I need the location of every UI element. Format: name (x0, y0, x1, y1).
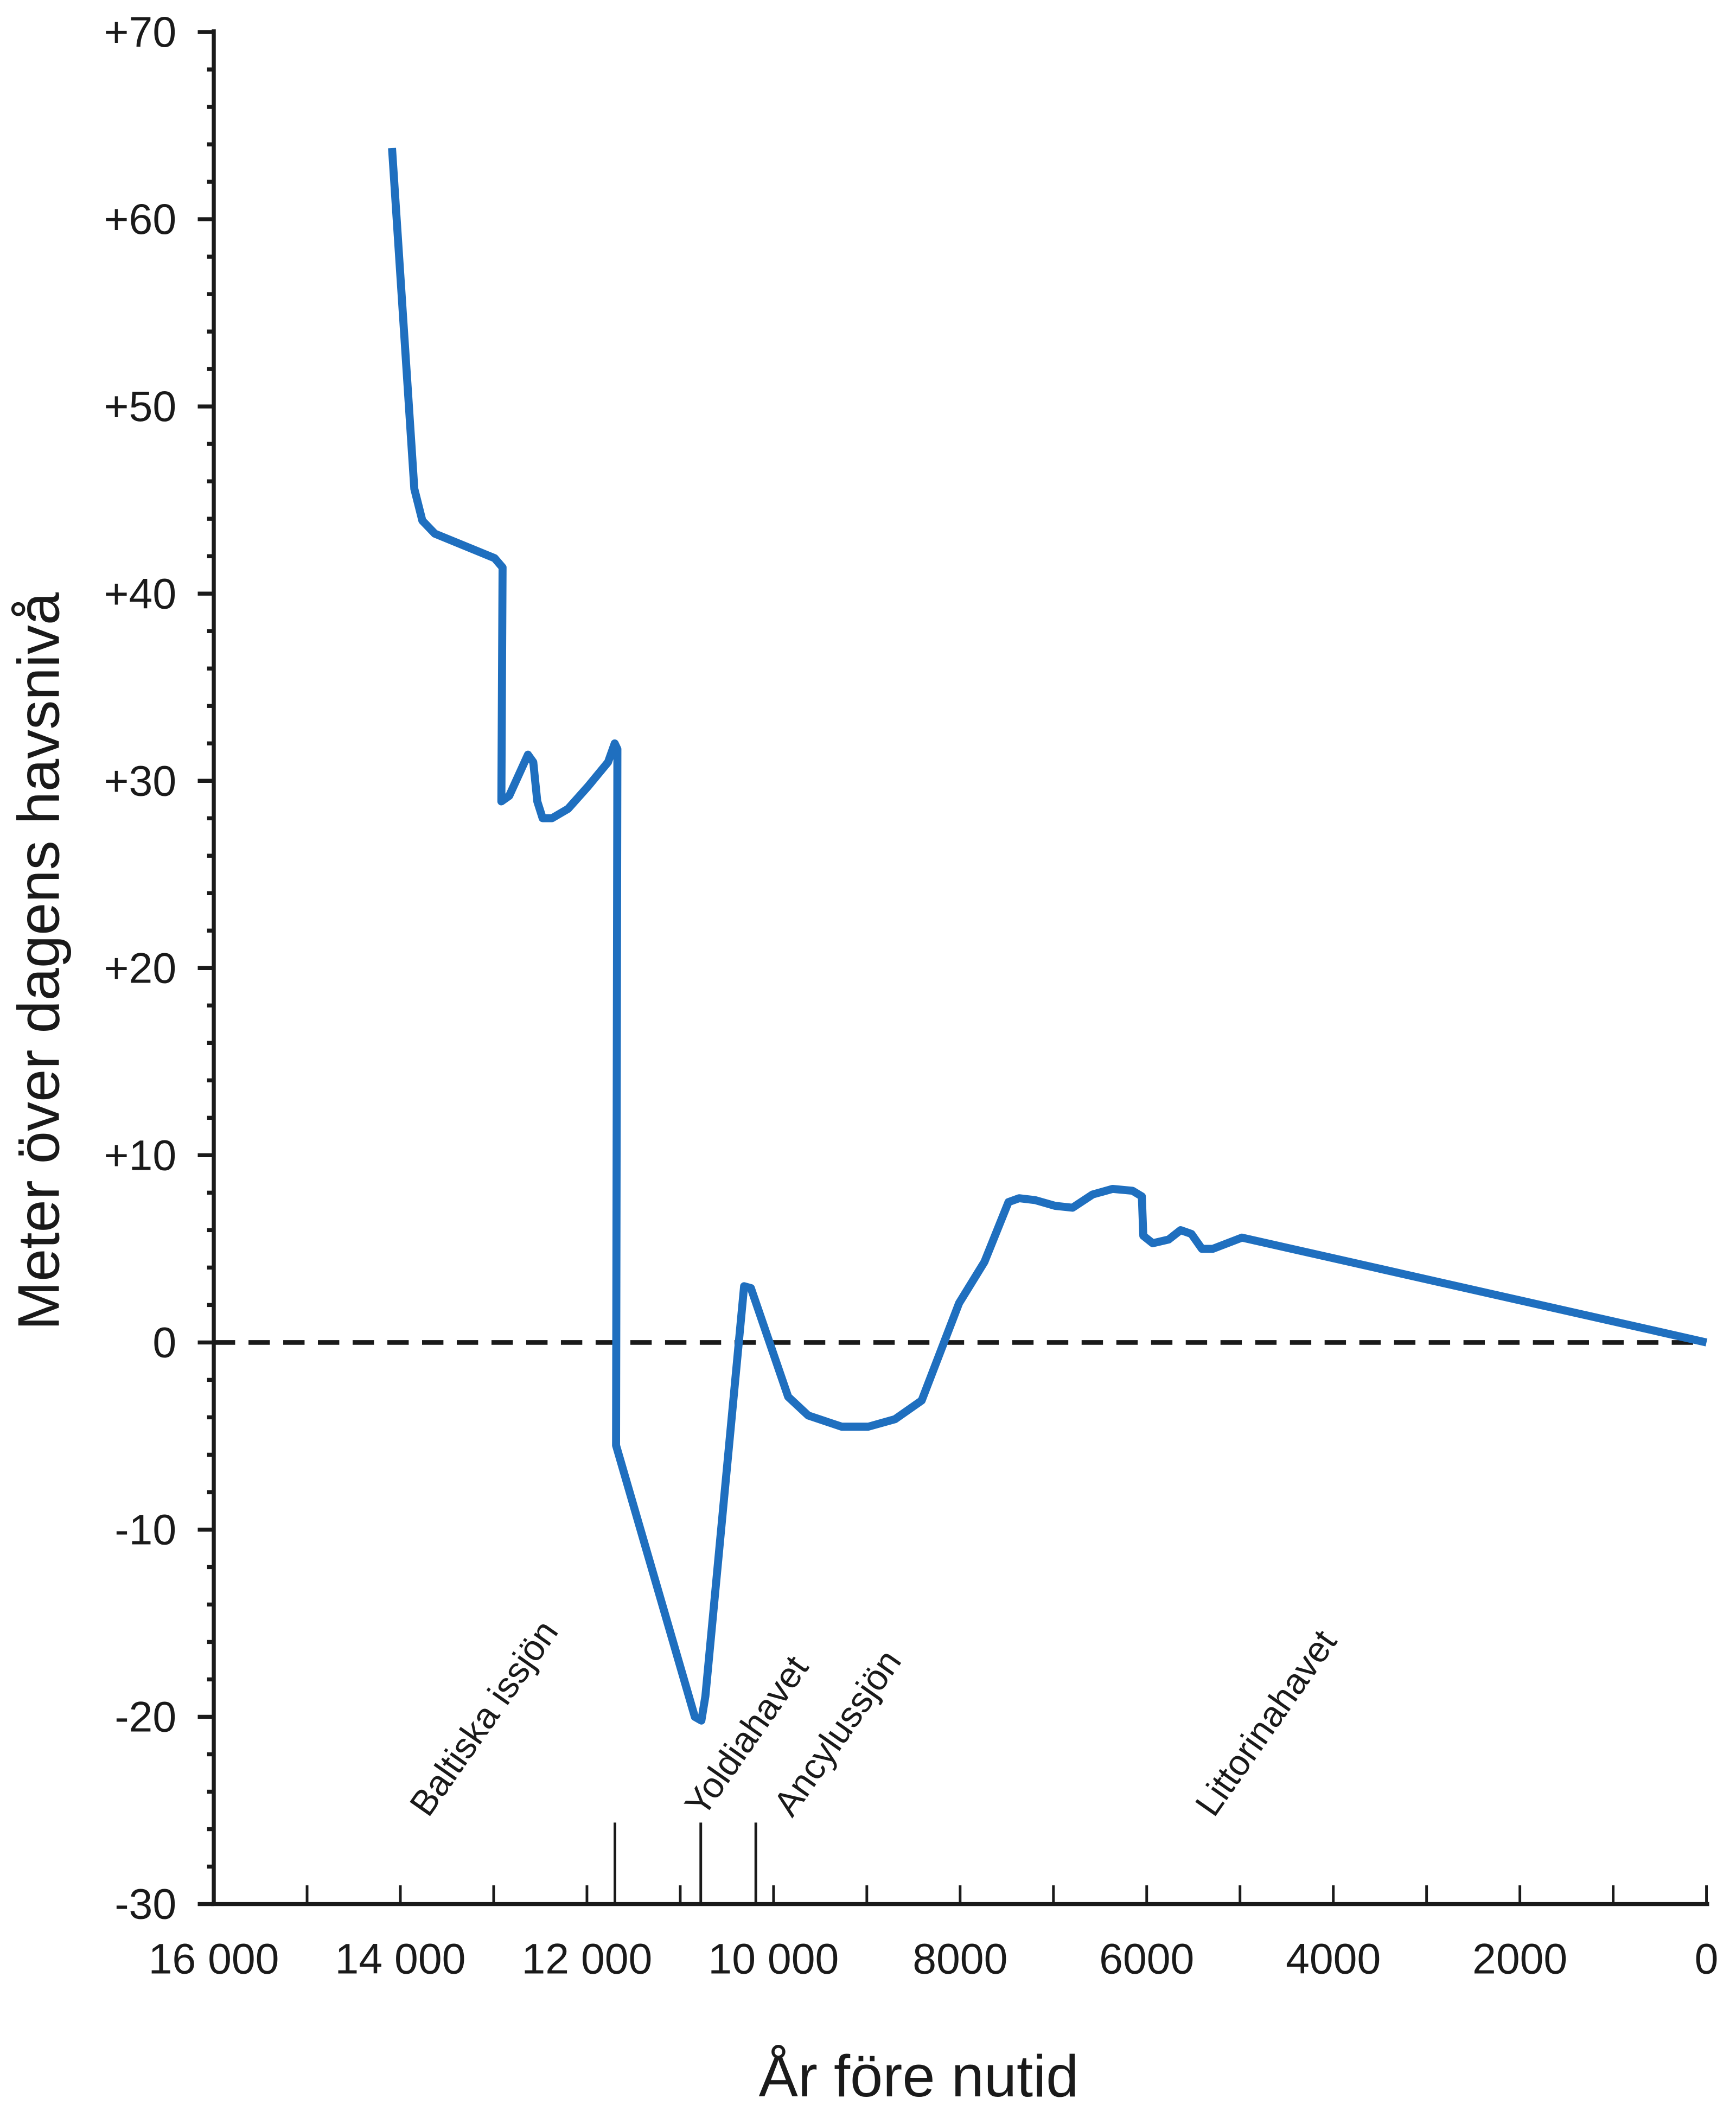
x-tick-label: 0 (1695, 1935, 1719, 1983)
x-tick-label: 14 000 (335, 1935, 466, 1983)
y-tick-label: +70 (104, 8, 177, 56)
y-tick-label: +30 (104, 757, 177, 805)
y-tick-label: +10 (104, 1131, 177, 1179)
y-tick-label: +60 (104, 195, 177, 243)
y-tick-label: 0 (152, 1318, 176, 1366)
y-tick-label: +20 (104, 944, 177, 992)
y-tick-label: +40 (104, 570, 177, 617)
x-tick-label: 6000 (1099, 1935, 1194, 1983)
x-tick-label: 16 000 (149, 1935, 279, 1983)
x-tick-label: 10 000 (708, 1935, 839, 1983)
series-layer (388, 148, 1708, 1725)
period-label: Baltiska issjön (402, 1613, 566, 1823)
x-tick-label: 8000 (912, 1935, 1007, 1983)
x-tick-label: 2000 (1472, 1935, 1567, 1983)
axis-ticks (197, 30, 1708, 1906)
y-tick-label: +50 (104, 382, 177, 430)
sea-level-line (388, 148, 1708, 1725)
y-tick-label: -30 (114, 1880, 176, 1928)
period-label: Littorinahavet (1188, 1623, 1344, 1823)
y-axis-title: Meter över dagens havsnivå (6, 592, 72, 1330)
period-boundaries (614, 1822, 757, 1904)
y-tick-label: -10 (114, 1506, 176, 1554)
x-tick-label: 12 000 (522, 1935, 653, 1983)
y-tick-label: -20 (114, 1693, 176, 1741)
tick-labels: +70 +60 +50 +40 +30 +20 +10 0 -10 -20 -30 16 000 14 … (104, 8, 1719, 1982)
x-tick-label: 4000 (1286, 1935, 1381, 1983)
x-axis-title: År före nutid (759, 2043, 1079, 2109)
